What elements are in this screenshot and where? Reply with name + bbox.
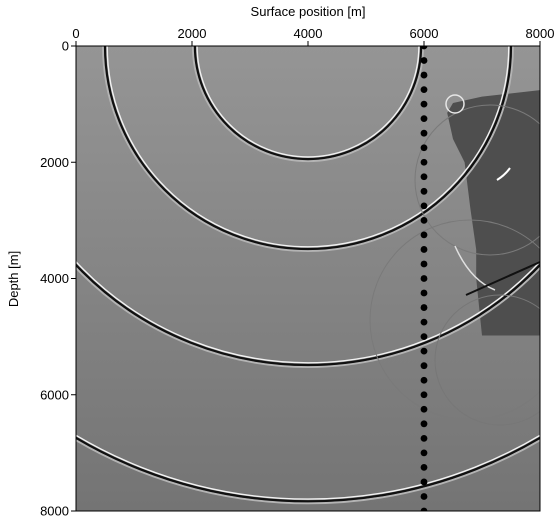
wavefront-halo	[102, 46, 514, 252]
x-tick-label: 2000	[178, 26, 207, 41]
x-tick-label: 4000	[294, 26, 323, 41]
receiver-dot	[420, 391, 428, 399]
x-tick-label: 8000	[526, 26, 555, 41]
wavefront	[76, 263, 540, 367]
receiver-dot	[420, 173, 428, 181]
receiver-dot	[420, 144, 428, 152]
receiver-dot	[420, 478, 428, 486]
receiver-dot	[420, 187, 428, 195]
receiver-dot	[420, 449, 428, 457]
faint-reflections	[369, 94, 540, 426]
wavefront-halo	[76, 438, 540, 505]
salt-body	[447, 90, 540, 336]
y-axis: 0 2000 4000 6000 8000	[40, 39, 76, 516]
reflection-arc	[414, 104, 540, 256]
receiver-dot	[420, 420, 428, 428]
y-tick-label: 6000	[40, 387, 69, 402]
receiver-dot	[420, 46, 428, 50]
receiver-dot	[420, 493, 428, 500]
wavefront	[103, 46, 513, 251]
y-tick-label: 8000	[40, 504, 69, 516]
wavefront	[193, 46, 423, 161]
receiver-dot	[420, 362, 428, 370]
receiver-dot	[420, 57, 428, 64]
receiver-dot	[420, 275, 428, 282]
receiver-dot	[420, 507, 428, 511]
receiver-dot	[420, 405, 428, 413]
receiver-dot	[420, 289, 428, 297]
reflection-arc	[445, 94, 465, 114]
wavefront-inner-highlight	[196, 46, 420, 158]
receiver-dot	[420, 231, 428, 239]
receiver-dot	[420, 158, 428, 166]
receiver-dot	[420, 100, 428, 108]
wavefront-inner-highlight	[76, 260, 540, 364]
y-tick-label: 0	[62, 39, 69, 54]
wavefront-inner-highlight	[76, 434, 540, 500]
wavefront-halo	[191, 46, 425, 163]
reflection-arc	[434, 294, 540, 426]
receiver-dot	[420, 260, 428, 268]
receiver-dot	[420, 246, 428, 253]
y-tick-label: 4000	[40, 271, 69, 286]
receiver-line	[420, 46, 428, 511]
receiver-dot	[420, 376, 428, 384]
salt-edge-highlight	[454, 245, 496, 291]
receiver-dot	[420, 304, 428, 311]
receiver-dot	[420, 71, 428, 79]
salt-edge-shadow	[465, 261, 540, 296]
receiver-dot	[420, 129, 428, 137]
receiver-dot	[420, 347, 428, 355]
x-tick-label: 0	[72, 26, 79, 41]
wavefront	[76, 436, 540, 503]
x-tick-label: 6000	[410, 26, 439, 41]
salt-edge-highlight	[496, 167, 511, 181]
receiver-dot	[420, 115, 428, 123]
x-axis: 0 2000 4000 6000 8000	[72, 26, 554, 46]
reflection-arc	[369, 219, 540, 421]
receiver-dot	[420, 464, 428, 471]
wavefronts	[76, 46, 540, 505]
receiver-dot	[420, 86, 428, 93]
y-axis-label: Depth [m]	[6, 251, 21, 307]
x-axis-label: Surface position [m]	[251, 4, 366, 19]
receiver-dot	[420, 434, 428, 442]
receiver-dot	[420, 318, 428, 326]
y-tick-label: 2000	[40, 155, 69, 170]
receiver-dot	[420, 333, 428, 341]
receiver-dot	[420, 202, 428, 210]
wavefront-halo	[76, 266, 540, 368]
wavefront-inner-highlight	[106, 46, 510, 248]
receiver-dot	[420, 216, 428, 224]
